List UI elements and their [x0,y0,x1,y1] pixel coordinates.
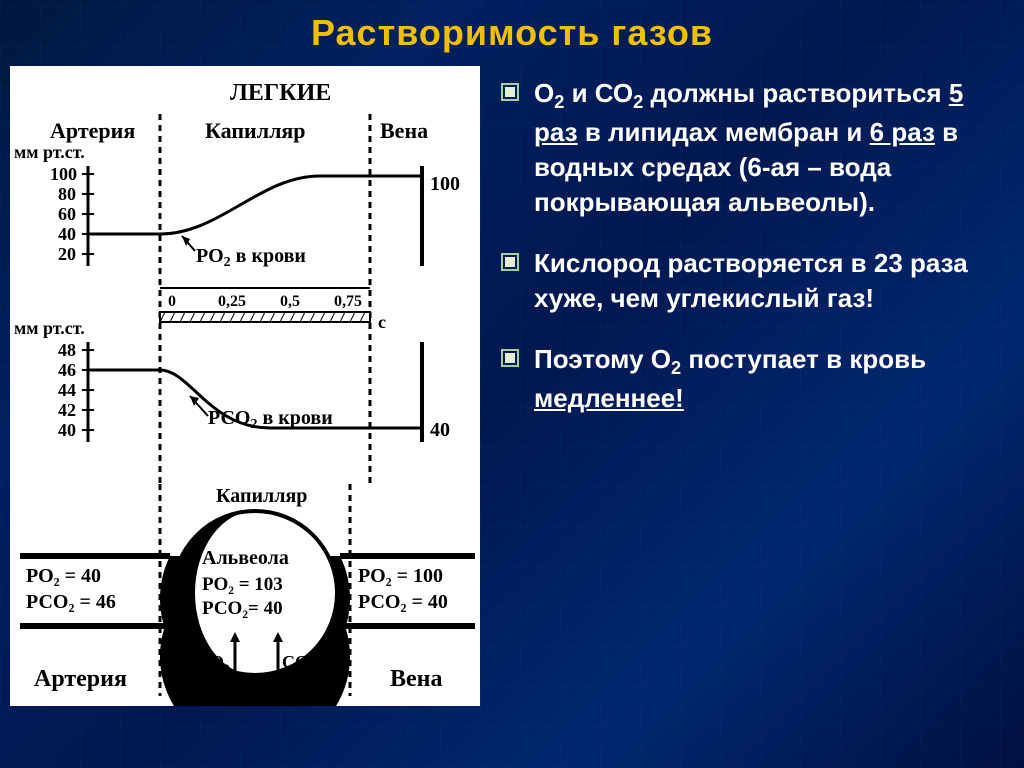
svg-text:80: 80 [58,184,76,204]
svg-text:РСО2 в крови: РСО2 в крови [208,407,333,432]
bullet-icon [500,348,520,368]
bullet-item: О2 и СО2 должны раствориться 5 раз в лип… [500,76,994,220]
page-title: Растворимость газов [0,0,1024,54]
svg-text:0,75: 0,75 [334,293,362,310]
svg-text:40: 40 [58,420,76,440]
svg-text:0,25: 0,25 [218,293,246,310]
svg-text:20: 20 [58,244,76,264]
svg-text:0: 0 [168,293,176,310]
bullet-text: Кислород растворяется в 23 раза хуже, че… [534,246,994,316]
svg-text:РО₂ = 100: РО₂ = 100 [358,565,443,587]
col-vein: Вена [380,118,428,143]
svg-text:с: с [378,312,386,332]
col-capillary: Капилляр [205,118,306,143]
svg-text:100: 100 [50,164,77,184]
mm-label-1: мм рт.ст. [14,142,85,162]
mm-label-2: мм рт.ст. [14,318,85,338]
svg-text:РСО₂ = 40: РСО₂ = 40 [358,591,448,613]
bullet-list: О2 и СО2 должны раствориться 5 раз в лип… [500,66,994,706]
alveolus-diagram: Капилляр Альвеола РО₂ = 103 РСО₂= 40 РО₂… [20,484,475,706]
bullet-icon [500,252,520,272]
bullet-text: О2 и СО2 должны раствориться 5 раз в лип… [534,76,994,220]
svg-text:РСО₂= 40: РСО₂= 40 [202,598,283,619]
bullet-item: Поэтому О2 поступает в кровь медленнее! [500,342,994,416]
svg-text:40: 40 [430,419,450,441]
svg-text:Капилляр: Капилляр [216,485,307,507]
svg-text:РО₂ = 103: РО₂ = 103 [202,574,283,595]
lungs-label: ЛЕГКИЕ [230,80,331,106]
svg-text:42: 42 [58,400,76,420]
svg-text:Артерия: Артерия [34,666,127,692]
svg-text:О₂: О₂ [210,652,229,672]
svg-text:40: 40 [58,224,76,244]
svg-text:РСО₂ = 46: РСО₂ = 46 [26,591,116,613]
svg-text:48: 48 [58,340,76,360]
svg-text:РО2 в крови: РО2 в крови [196,245,306,270]
chart-pco2: 48 46 44 42 40 40 РСО2 в крови [58,340,450,442]
svg-text:46: 46 [58,360,76,380]
svg-text:РО₂ = 40: РО₂ = 40 [26,565,101,587]
bullet-item: Кислород растворяется в 23 раза хуже, че… [500,246,994,316]
bullet-text: Поэтому О2 поступает в кровь медленнее! [534,342,994,416]
svg-text:44: 44 [58,380,76,400]
svg-text:0,5: 0,5 [280,293,300,310]
svg-text:Вена: Вена [390,666,443,692]
col-artery: Артерия [50,118,135,143]
svg-text:60: 60 [58,204,76,224]
svg-text:100: 100 [430,173,460,195]
bullet-icon [500,82,520,102]
svg-text:СО₂: СО₂ [282,652,314,672]
svg-text:Альвеола: Альвеола [202,547,289,569]
lung-gas-diagram: ЛЕГКИЕ Артерия Капилляр Вена мм рт.ст. 1… [10,66,480,706]
chart-po2: 100 80 60 40 20 100 РО2 в крови 0 [50,164,460,332]
